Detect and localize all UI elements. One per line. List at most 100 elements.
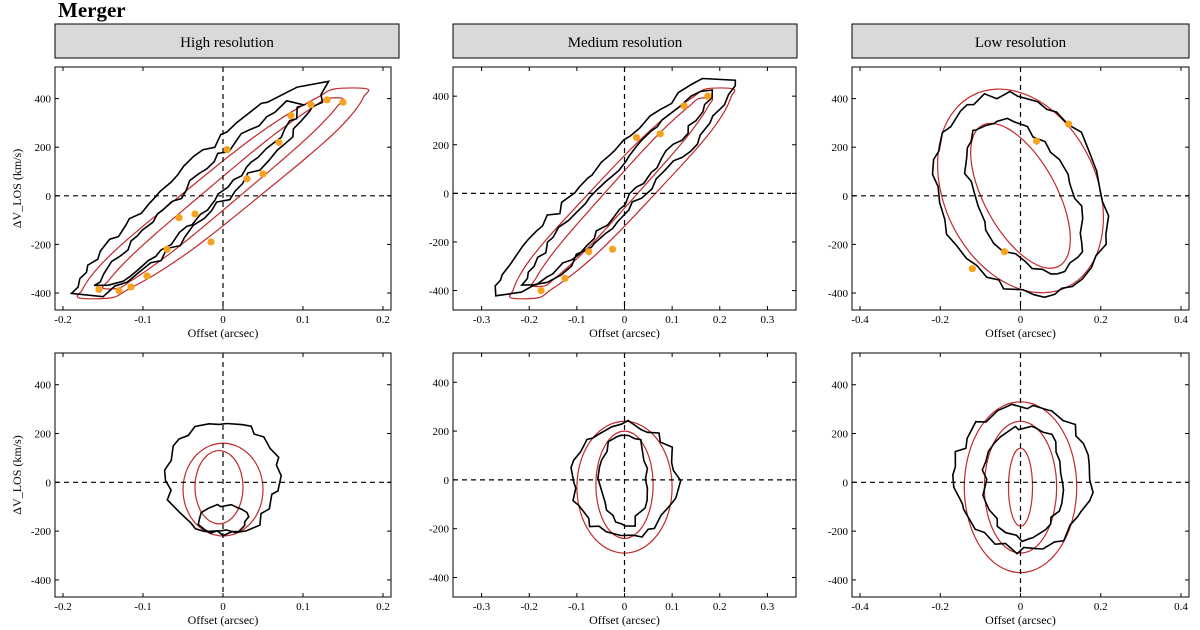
- model-contour: [182, 442, 264, 537]
- column-header-label-3: Low resolution: [975, 35, 1067, 51]
- data-point: [223, 146, 231, 154]
- x-tick-label: -0.1: [568, 314, 585, 326]
- x-tick-label: -0.2: [521, 601, 538, 613]
- plot-area: [453, 67, 796, 310]
- x-axis-label: Offset (arcsec): [188, 326, 259, 340]
- data-contour: [494, 77, 737, 297]
- x-tick-label: 0: [1018, 601, 1024, 613]
- x-tick-label: 0.2: [1094, 601, 1108, 613]
- y-tick-label: 400: [35, 380, 52, 392]
- x-tick-label: 0.1: [296, 601, 310, 613]
- y-tick-label: 0: [843, 191, 849, 203]
- y-axis-label: ΔV_LOS (km/s): [10, 435, 24, 514]
- panel-bottom-medium: -0.3 -0.2 -0.1 0 0.1 0.2 0.3 -400 -200 0 200 400 Off…: [429, 352, 797, 627]
- plot-area: [55, 67, 391, 310]
- panel-bottom-low: -0.4 -0.2 0 0.2 0.4 -400 -200 0 200 400 Offset (ar…: [828, 352, 1190, 627]
- y-tick-label: -400: [828, 575, 849, 587]
- plot-area: [55, 353, 391, 597]
- y-tick-label: -400: [828, 288, 849, 300]
- x-tick-label: 0: [220, 314, 226, 326]
- data-contour: [981, 425, 1065, 543]
- data-point: [175, 214, 183, 222]
- y-tick-label: 200: [832, 142, 849, 154]
- y-tick-label: 0: [444, 475, 450, 487]
- column-header-label-2: Medium resolution: [568, 35, 683, 51]
- x-tick-label: -0.2: [932, 314, 949, 326]
- data-point: [275, 138, 283, 146]
- data-point: [115, 286, 123, 295]
- column-header-2: [452, 23, 798, 59]
- column-header-1: [54, 23, 400, 59]
- y-tick-label: -400: [429, 572, 450, 584]
- x-tick-label: 0.2: [713, 314, 727, 326]
- data-contour: [570, 419, 682, 538]
- data-point: [307, 101, 315, 109]
- y-tick-label: -400: [31, 288, 52, 300]
- y-tick-label: 0: [843, 477, 849, 489]
- panel-top-high: -0.2 -0.1 0 0.1 0.2 -400 -200 0 200 400 Offset (ar…: [10, 66, 392, 340]
- x-axis-label: Offset (arcsec): [589, 326, 660, 340]
- plot-area: [852, 67, 1189, 310]
- plot-area: [852, 353, 1189, 597]
- x-tick-label: 0.1: [665, 314, 679, 326]
- y-tick-label: 200: [35, 142, 52, 154]
- x-tick-label: 0: [220, 601, 226, 613]
- plot-area: [453, 353, 796, 597]
- y-tick-label: 400: [832, 380, 849, 392]
- data-contour: [597, 434, 649, 527]
- x-axis-label: Offset (arcsec): [188, 613, 259, 627]
- x-tick-label: -0.1: [568, 601, 585, 613]
- y-tick-label: 400: [433, 377, 450, 389]
- model-contour: [963, 401, 1078, 574]
- model-contour: [1007, 447, 1034, 527]
- model-contour: [936, 88, 1105, 294]
- y-tick-label: -200: [429, 237, 450, 249]
- y-tick-label: 200: [433, 426, 450, 438]
- x-tick-label: -0.4: [851, 601, 869, 613]
- y-tick-label: 0: [46, 191, 52, 203]
- data-point: [632, 133, 641, 142]
- data-point: [339, 98, 347, 106]
- data-point: [561, 274, 569, 283]
- y-tick-label: -400: [429, 286, 450, 298]
- data-point: [1000, 248, 1009, 256]
- x-tick-label: 0.2: [376, 601, 390, 613]
- data-point: [323, 96, 331, 104]
- data-point: [243, 175, 251, 183]
- data-point: [608, 245, 617, 253]
- data-contour: [963, 117, 1084, 275]
- data-point: [127, 283, 135, 291]
- x-axis-label: Offset (arcsec): [589, 613, 660, 627]
- model-contour: [531, 97, 714, 288]
- data-point: [287, 112, 295, 120]
- x-tick-label: -0.4: [851, 314, 869, 326]
- data-contour: [520, 89, 714, 286]
- data-point: [968, 265, 976, 273]
- y-axis-label: ΔV_LOS (km/s): [10, 149, 24, 228]
- model-contour: [76, 87, 370, 300]
- x-tick-label: -0.1: [134, 601, 151, 613]
- model-contour: [576, 420, 673, 554]
- data-point: [1065, 120, 1073, 128]
- data-point: [259, 170, 267, 178]
- x-tick-label: 0: [622, 314, 628, 326]
- x-tick-label: 0.1: [665, 601, 679, 613]
- column-header-label-1: High resolution: [180, 35, 274, 51]
- y-tick-label: -400: [31, 575, 52, 587]
- data-contour: [69, 80, 331, 298]
- data-point: [207, 238, 215, 246]
- data-contour: [93, 99, 307, 287]
- data-point: [704, 92, 712, 100]
- y-tick-label: -200: [828, 239, 849, 251]
- x-tick-label: 0.4: [1174, 601, 1188, 613]
- y-tick-label: 0: [46, 477, 52, 489]
- panel-bottom-high: -0.2 -0.1 0 0.1 0.2 -400 -200 0 200 400 Offset (ar…: [10, 352, 392, 627]
- y-tick-label: -200: [31, 239, 52, 251]
- column-header-3: [851, 23, 1190, 59]
- data-contour: [931, 90, 1110, 299]
- x-tick-label: 0.2: [713, 601, 727, 613]
- x-tick-label: 0.2: [1094, 314, 1108, 326]
- data-point: [143, 272, 151, 280]
- x-tick-label: 0.3: [761, 314, 775, 326]
